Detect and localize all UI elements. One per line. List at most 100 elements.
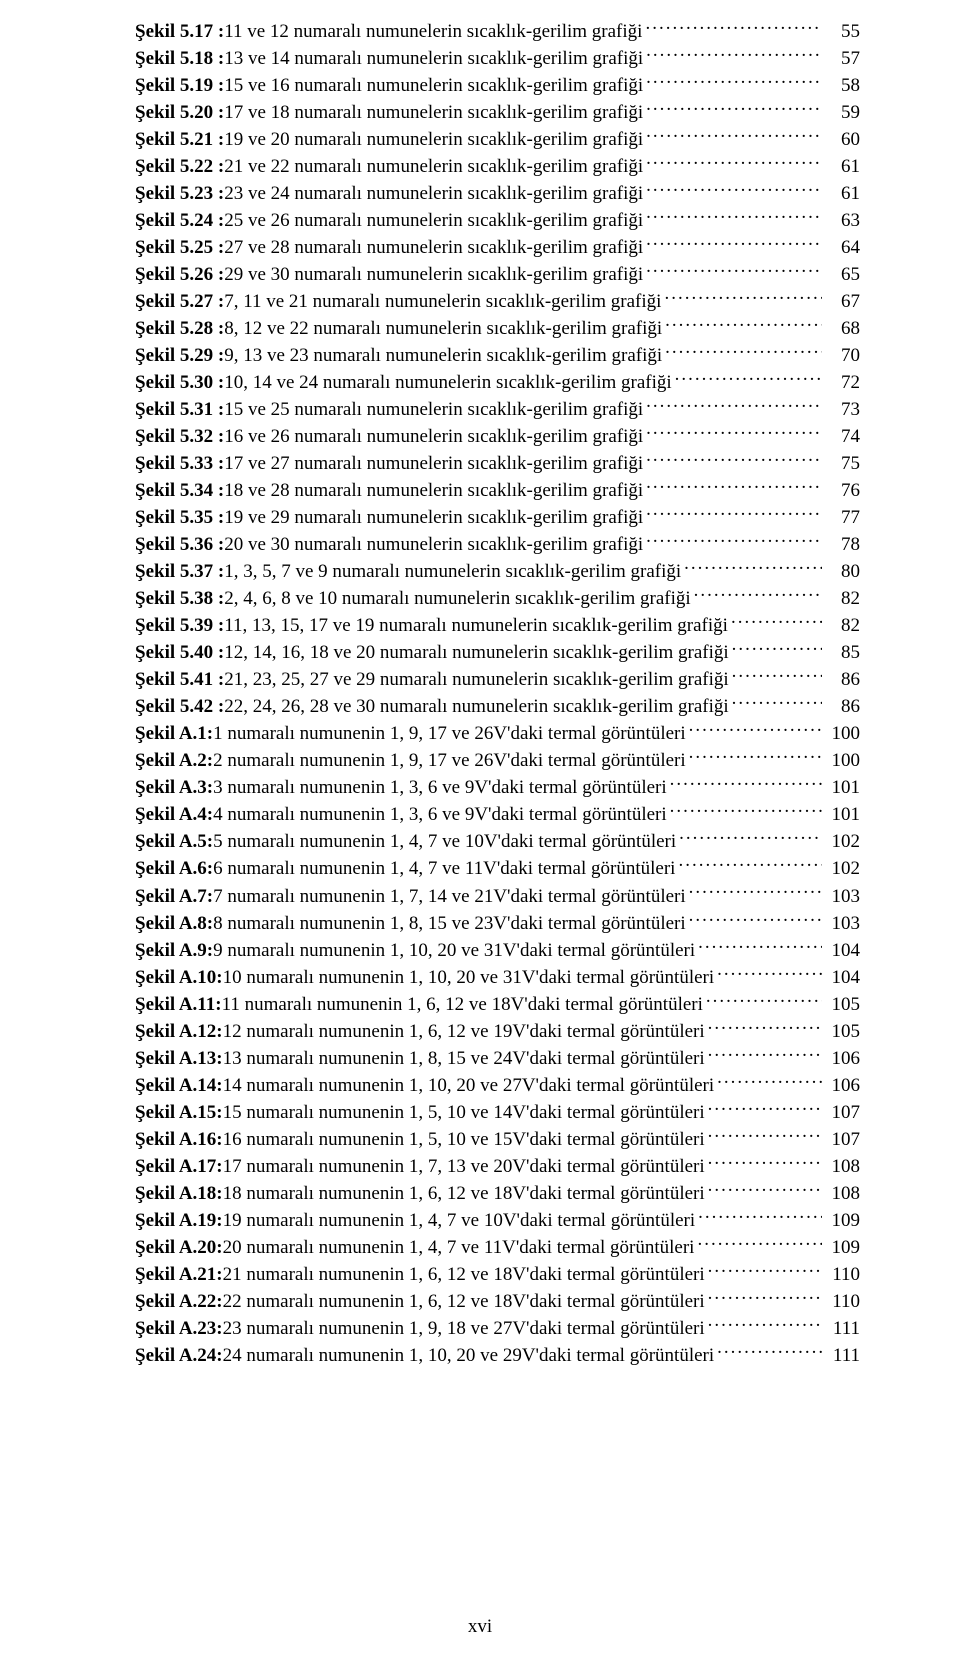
entry-page: 103 <box>825 911 860 937</box>
dot-leader <box>646 477 822 496</box>
figure-entry: Şekil A.17: 17 numaralı numunenin 1, 7, … <box>135 1153 860 1180</box>
entry-page: 109 <box>825 1235 860 1261</box>
entry-label: Şekil 5.39 : <box>135 613 224 639</box>
entry-page: 58 <box>825 73 860 99</box>
figure-entry: Şekil 5.24 : 25 ve 26 numaralı numuneler… <box>135 207 860 234</box>
entry-label: Şekil 5.32 : <box>135 424 224 450</box>
entry-text: 24 numaralı numunenin 1, 10, 20 ve 29V'd… <box>223 1343 715 1369</box>
figure-entry: Şekil A.16: 16 numaralı numunenin 1, 5, … <box>135 1126 860 1153</box>
figure-entry: Şekil A.13: 13 numaralı numunenin 1, 8, … <box>135 1045 860 1072</box>
entry-text: 12 numaralı numunenin 1, 6, 12 ve 19V'da… <box>223 1019 705 1045</box>
entry-text: 15 numaralı numunenin 1, 5, 10 ve 14V'da… <box>223 1100 705 1126</box>
entry-page: 65 <box>825 262 860 288</box>
figure-entry: Şekil 5.22 : 21 ve 22 numaralı numuneler… <box>135 153 860 180</box>
entry-text: 7, 11 ve 21 numaralı numunelerin sıcaklı… <box>224 289 661 315</box>
entry-page: 105 <box>825 992 860 1018</box>
dot-leader <box>646 504 822 523</box>
entry-label: Şekil 5.19 : <box>135 73 224 99</box>
entry-page: 106 <box>825 1046 860 1072</box>
dot-leader <box>646 153 822 172</box>
entry-label: Şekil 5.26 : <box>135 262 224 288</box>
entry-label: Şekil 5.28 : <box>135 316 224 342</box>
figure-entry: Şekil 5.19 : 15 ve 16 numaralı numuneler… <box>135 72 860 99</box>
dot-leader <box>708 1045 822 1064</box>
figure-entry: Şekil A.11: 11 numaralı numunenin 1, 6, … <box>135 991 860 1018</box>
entry-text: 10, 14 ve 24 numaralı numunelerin sıcakl… <box>224 370 671 396</box>
dot-leader <box>689 883 822 902</box>
entry-text: 11 numaralı numunenin 1, 6, 12 ve 18V'da… <box>222 992 703 1018</box>
dot-leader <box>646 126 822 145</box>
entry-text: 13 numaralı numunenin 1, 8, 15 ve 24V'da… <box>223 1046 705 1072</box>
dot-leader <box>646 72 822 91</box>
dot-leader <box>670 774 822 793</box>
entry-text: 20 numaralı numunenin 1, 4, 7 ve 11V'dak… <box>223 1235 695 1261</box>
entry-label: Şekil 5.21 : <box>135 127 224 153</box>
entry-label: Şekil A.10: <box>135 965 223 991</box>
entry-text: 11 ve 12 numaralı numunelerin sıcaklık-g… <box>224 19 642 45</box>
entry-label: Şekil A.19: <box>135 1208 223 1234</box>
entry-label: Şekil 5.42 : <box>135 694 224 720</box>
page-number-footer: xvi <box>0 1616 960 1638</box>
dot-leader <box>708 1153 822 1172</box>
entry-page: 78 <box>825 532 860 558</box>
entry-label: Şekil A.7: <box>135 884 213 910</box>
dot-leader <box>646 99 822 118</box>
entry-text: 4 numaralı numunenin 1, 3, 6 ve 9V'daki … <box>213 802 667 828</box>
entry-label: Şekil A.4: <box>135 802 213 828</box>
dot-leader <box>684 558 822 577</box>
figure-entry: Şekil A.10: 10 numaralı numunenin 1, 10,… <box>135 964 860 991</box>
entry-text: 16 ve 26 numaralı numunelerin sıcaklık-g… <box>224 424 643 450</box>
dot-leader <box>646 450 822 469</box>
entry-label: Şekil A.18: <box>135 1181 223 1207</box>
dot-leader <box>689 747 822 766</box>
entry-page: 102 <box>825 856 860 882</box>
entry-page: 67 <box>825 289 860 315</box>
figure-entry: Şekil 5.30 : 10, 14 ve 24 numaralı numun… <box>135 369 860 396</box>
entry-label: Şekil A.16: <box>135 1127 223 1153</box>
figure-entry: Şekil 5.26 : 29 ve 30 numaralı numuneler… <box>135 261 860 288</box>
entry-page: 72 <box>825 370 860 396</box>
entry-label: Şekil 5.31 : <box>135 397 224 423</box>
entry-page: 55 <box>825 19 860 45</box>
dot-leader <box>670 801 822 820</box>
entry-text: 17 ve 27 numaralı numunelerin sıcaklık-g… <box>224 451 643 477</box>
entry-text: 9, 13 ve 23 numaralı numunelerin sıcaklı… <box>224 343 662 369</box>
entry-label: Şekil 5.17 : <box>135 19 224 45</box>
dot-leader <box>665 315 822 334</box>
dot-leader <box>708 1180 822 1199</box>
entry-page: 110 <box>825 1262 860 1288</box>
dot-leader <box>675 369 822 388</box>
entry-text: 17 numaralı numunenin 1, 7, 13 ve 20V'da… <box>223 1154 705 1180</box>
dot-leader <box>698 1207 822 1226</box>
entry-label: Şekil A.12: <box>135 1019 223 1045</box>
entry-text: 29 ve 30 numaralı numunelerin sıcaklık-g… <box>224 262 643 288</box>
entry-text: 19 ve 29 numaralı numunelerin sıcaklık-g… <box>224 505 643 531</box>
entry-page: 108 <box>825 1181 860 1207</box>
figure-entry: Şekil 5.23 : 23 ve 24 numaralı numuneler… <box>135 180 860 207</box>
entry-page: 73 <box>825 397 860 423</box>
entry-page: 100 <box>825 748 860 774</box>
entry-label: Şekil A.11: <box>135 992 222 1018</box>
entry-text: 5 numaralı numunenin 1, 4, 7 ve 10V'daki… <box>213 829 676 855</box>
figure-entry: Şekil A.15: 15 numaralı numunenin 1, 5, … <box>135 1099 860 1126</box>
dot-leader <box>689 910 822 929</box>
entry-text: 8, 12 ve 22 numaralı numunelerin sıcaklı… <box>224 316 662 342</box>
dot-leader <box>717 1072 822 1091</box>
entry-text: 2 numaralı numunenin 1, 9, 17 ve 26V'dak… <box>213 748 686 774</box>
figure-entry: Şekil 5.41 : 21, 23, 25, 27 ve 29 numara… <box>135 666 860 693</box>
entry-label: Şekil 5.18 : <box>135 46 224 72</box>
entry-label: Şekil A.2: <box>135 748 213 774</box>
entry-label: Şekil 5.29 : <box>135 343 224 369</box>
entry-text: 1, 3, 5, 7 ve 9 numaralı numunelerin sıc… <box>224 559 681 585</box>
dot-leader <box>732 693 822 712</box>
dot-leader <box>664 288 822 307</box>
entry-text: 8 numaralı numunenin 1, 8, 15 ve 23V'dak… <box>213 911 686 937</box>
entry-text: 17 ve 18 numaralı numunelerin sıcaklık-g… <box>224 100 643 126</box>
entry-page: 60 <box>825 127 860 153</box>
dot-leader <box>708 1126 822 1145</box>
entry-text: 21 ve 22 numaralı numunelerin sıcaklık-g… <box>224 154 643 180</box>
entry-label: Şekil 5.27 : <box>135 289 224 315</box>
figure-entry: Şekil 5.25 : 27 ve 28 numaralı numuneler… <box>135 234 860 261</box>
figure-entry: Şekil A.14: 14 numaralı numunenin 1, 10,… <box>135 1072 860 1099</box>
dot-leader <box>708 1018 822 1037</box>
